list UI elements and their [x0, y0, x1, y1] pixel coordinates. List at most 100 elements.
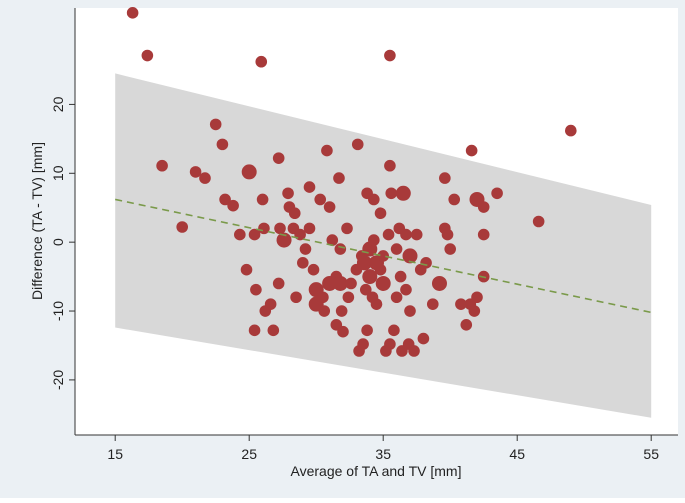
data-point-15	[240, 263, 253, 276]
data-point-78	[375, 275, 391, 291]
data-point-74	[370, 298, 383, 310]
y-tick-label--20: -20	[50, 370, 66, 390]
data-point-44	[318, 305, 331, 317]
data-point-114	[477, 201, 490, 213]
data-point-106	[444, 243, 457, 255]
data-point-27	[272, 277, 285, 290]
data-point-115	[477, 228, 490, 241]
regression-line	[115, 198, 652, 314]
data-point-88	[394, 270, 407, 283]
y-ticks: -20 -10 0 10 20	[50, 96, 75, 390]
data-point-1	[141, 49, 154, 62]
data-point-56	[341, 222, 353, 235]
y-tick-label-0: 0	[50, 238, 66, 246]
data-point-105	[441, 228, 454, 241]
regression-line-layer	[115, 198, 652, 314]
data-point-60	[351, 138, 364, 151]
data-point-109	[460, 319, 473, 331]
data-point-118	[532, 215, 545, 228]
data-point-96	[408, 345, 420, 357]
data-point-69	[362, 269, 378, 285]
data-point-28	[276, 232, 292, 248]
data-point-86	[390, 243, 403, 255]
y-tick-label-20: 20	[50, 96, 66, 112]
data-point-95	[404, 305, 416, 317]
data-point-20	[256, 193, 269, 206]
data-point-57	[342, 291, 355, 304]
data-point-80	[382, 228, 395, 241]
data-point-12	[219, 193, 231, 206]
data-point-35	[297, 257, 309, 269]
data-point-5	[465, 144, 478, 157]
data-point-90	[395, 185, 411, 201]
data-point-75	[374, 207, 387, 220]
data-point-9	[199, 172, 211, 184]
data-point-24	[267, 324, 280, 337]
data-point-16	[241, 164, 257, 180]
x-tick-label-55: 55	[643, 446, 659, 462]
data-point-6	[156, 159, 168, 172]
x-tick-label-35: 35	[375, 446, 391, 462]
data-point-111	[468, 305, 481, 317]
data-point-39	[307, 263, 320, 276]
data-point-54	[335, 305, 348, 317]
data-point-17	[248, 228, 261, 241]
y-axis-label: Difference (TA - TV) [mm]	[29, 142, 45, 300]
y-tick-label--10: -10	[50, 301, 66, 321]
data-point-26	[274, 222, 286, 235]
data-point-101	[426, 298, 439, 310]
data-point-4	[565, 124, 577, 137]
data-point-3	[384, 49, 396, 62]
data-point-13	[227, 199, 239, 212]
data-point-108	[455, 298, 467, 310]
data-point-63	[357, 338, 369, 350]
data-point-29	[282, 187, 294, 200]
data-point-10	[209, 118, 222, 131]
x-tick-label-15: 15	[107, 446, 123, 462]
x-axis-label: Average of TA and TV [mm]	[291, 463, 462, 479]
data-point-51	[333, 172, 345, 184]
data-point-112	[471, 291, 483, 304]
data-point-85	[390, 291, 403, 304]
data-point-65	[359, 283, 372, 296]
points-layer	[126, 7, 577, 357]
data-point-71	[368, 193, 380, 206]
data-point-55	[337, 325, 349, 338]
data-point-94	[402, 248, 418, 264]
data-point-8	[189, 166, 202, 178]
data-point-84	[388, 324, 400, 337]
data-point-67	[361, 324, 373, 337]
data-point-104	[439, 172, 451, 184]
data-point-64	[356, 255, 372, 271]
data-point-76	[374, 263, 387, 276]
data-point-25	[272, 152, 285, 164]
data-point-83	[385, 187, 398, 200]
data-point-37	[303, 222, 316, 235]
data-point-91	[400, 228, 412, 241]
y-tick-label-10: 10	[50, 165, 66, 181]
data-point-2	[255, 55, 268, 68]
data-point-97	[410, 228, 423, 241]
data-point-102	[431, 275, 447, 291]
data-point-48	[326, 234, 339, 246]
data-point-72	[368, 234, 380, 246]
x-tick-label-25: 25	[241, 446, 257, 462]
data-point-92	[400, 283, 412, 296]
data-point-23	[264, 298, 277, 310]
data-point-99	[417, 332, 430, 345]
data-point-53	[334, 243, 347, 255]
data-point-42	[314, 193, 327, 206]
data-point-46	[323, 201, 336, 213]
data-point-38	[303, 181, 316, 193]
data-point-32	[288, 207, 301, 220]
data-point-82	[384, 338, 396, 350]
data-point-0	[126, 7, 139, 19]
data-point-100	[420, 257, 432, 269]
x-tick-label-45: 45	[509, 446, 525, 462]
data-point-21	[258, 222, 270, 235]
data-point-14	[234, 228, 246, 241]
data-point-18	[250, 283, 262, 296]
data-point-19	[248, 324, 261, 337]
